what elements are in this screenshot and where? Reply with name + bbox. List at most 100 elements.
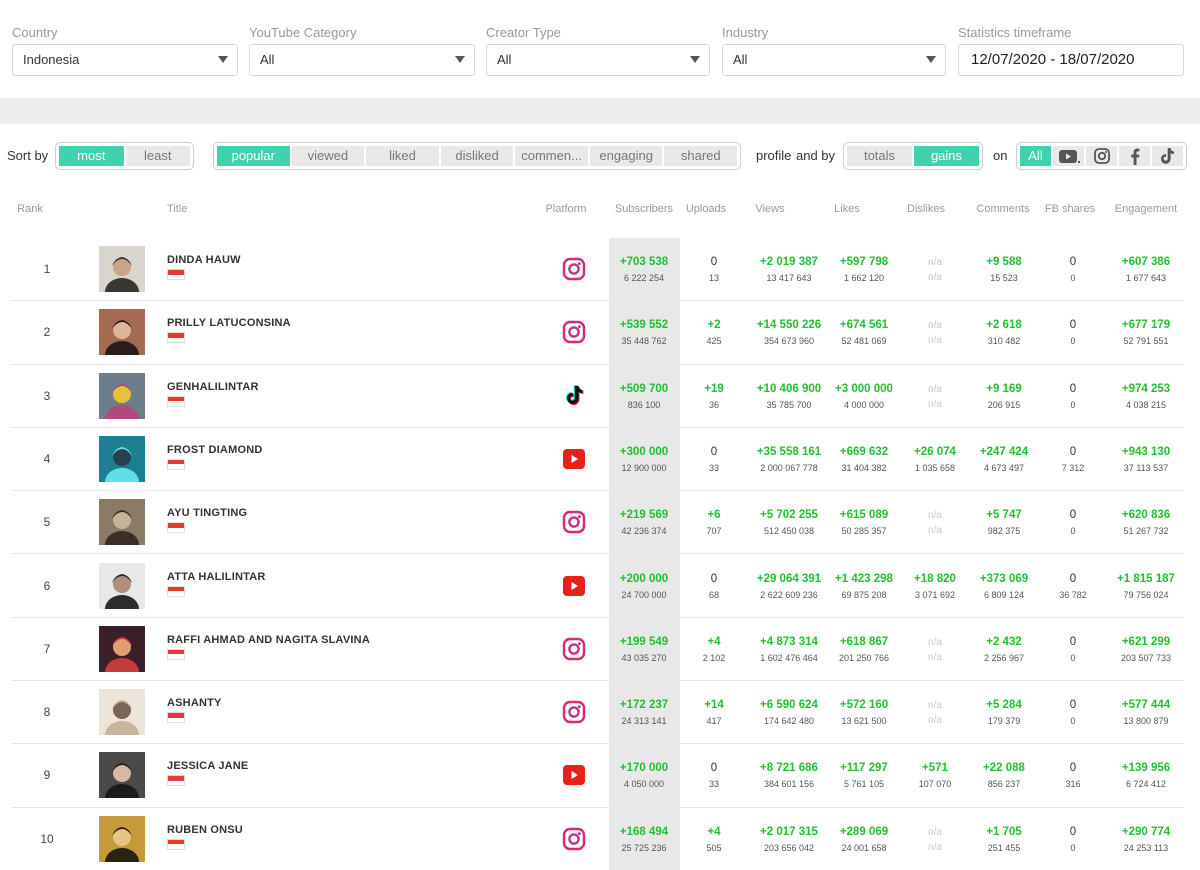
comments-gain: +2 618: [986, 319, 1022, 332]
creator-type-select[interactable]: All: [486, 44, 710, 76]
avatar[interactable]: [99, 499, 145, 546]
table-row[interactable]: 9 JESSICA JANE +170 000 4 050 000 0 33 +8 721 …: [0, 744, 1200, 808]
table-row[interactable]: 10 RUBEN ONSU +168 494 25 725 236 +4 505 +2 01…: [0, 808, 1200, 870]
platform-all-button[interactable]: All: [1020, 146, 1051, 166]
channel-name-link[interactable]: ASHANTY: [167, 697, 222, 710]
col-rank[interactable]: Rank: [17, 203, 43, 215]
channel-name-link[interactable]: RUBEN ONSU: [167, 823, 243, 836]
uploads-gain: +2: [707, 319, 721, 332]
subscribers-cell: +703 538 6 222 254: [620, 255, 668, 285]
subscribers-gain: +539 552: [619, 319, 669, 332]
views-gain: +2 017 315: [760, 825, 818, 838]
table-row[interactable]: 8 ASHANTY +172 237 24 313 141 +14 417 +6 590 6…: [0, 681, 1200, 745]
avatar[interactable]: [99, 625, 145, 672]
uploads-total: 33: [708, 462, 720, 473]
views-gain: +4 873 314: [760, 635, 818, 648]
channel-name-link[interactable]: ATTA HALILINTAR: [167, 570, 266, 583]
platform-facebook-button[interactable]: [1119, 146, 1150, 166]
col-uploads[interactable]: Uploads: [685, 203, 727, 215]
col-views[interactable]: Views: [755, 203, 785, 215]
views-gain: +5 702 255: [760, 509, 818, 522]
dislikes-total: n/a: [928, 841, 942, 853]
table-row[interactable]: 5 AYU TINGTING +219 569 42 236 374 +6 707 +5 7…: [0, 491, 1200, 555]
engagement-cell: +677 179 52 791 551: [1122, 318, 1170, 348]
avatar[interactable]: [99, 562, 145, 609]
col-dislikes[interactable]: Dislikes: [907, 203, 945, 215]
views-total: 174 642 480: [763, 716, 815, 727]
totals-button[interactable]: totals: [847, 146, 912, 166]
fb-shares-total: 0: [1070, 336, 1076, 347]
col-platform[interactable]: Platform: [545, 203, 587, 215]
country-select[interactable]: Indonesia: [12, 44, 238, 76]
likes-total: 5 761 105: [843, 779, 885, 790]
engagement-gain: +621 299: [1121, 635, 1171, 648]
avatar[interactable]: [99, 246, 145, 292]
youtube-category-select[interactable]: All: [249, 44, 475, 76]
likes-gain: +597 798: [839, 256, 889, 268]
sort-viewed-button[interactable]: viewed: [291, 146, 365, 166]
table-row[interactable]: 7 RAFFI AHMAD AND NAGITA SLAVINA +199 549 4…: [0, 618, 1200, 682]
likes-cell: +674 561 52 481 069: [840, 318, 888, 348]
views-cell: +2 017 315 203 656 042: [760, 825, 818, 855]
subscribers-gain: +703 538: [619, 256, 669, 268]
channel-name-link[interactable]: GENHALILINTAR: [167, 380, 259, 393]
comments-total: 2 256 967: [983, 652, 1025, 663]
col-comments[interactable]: Comments: [976, 203, 1030, 215]
channel-name-link[interactable]: PRILLY LATUCONSINA: [167, 317, 291, 330]
likes-gain: +117 297: [840, 762, 888, 775]
sort-disliked-button[interactable]: disliked: [440, 146, 514, 166]
channel-name-link[interactable]: AYU TINGTING: [167, 507, 248, 520]
sort-commented-button[interactable]: commen...: [515, 146, 588, 166]
avatar[interactable]: [99, 309, 145, 356]
col-likes[interactable]: Likes: [834, 203, 860, 215]
table-row[interactable]: 2 PRILLY LATUCONSINA +539 552 35 448 762 +2 4…: [0, 301, 1200, 365]
timeframe-input[interactable]: 12/07/2020 - 18/07/2020: [958, 44, 1184, 76]
sort-least-button[interactable]: least: [125, 146, 190, 166]
channel-name-link[interactable]: FROST DIAMOND: [167, 443, 263, 456]
platform-youtube-button[interactable]: [1053, 146, 1084, 166]
table-row[interactable]: 1 DINDA HAUW +703 538 6 222 254 0 13 +2 019 38…: [0, 238, 1200, 302]
dislikes-gain: n/a: [928, 700, 942, 712]
channel-name-link[interactable]: JESSICA JANE: [167, 760, 249, 773]
youtube-category-label: YouTube Category: [249, 25, 357, 40]
views-gain: +35 558 161: [756, 445, 822, 458]
col-fb-shares[interactable]: FB shares: [1044, 203, 1096, 215]
dislikes-total: 1 035 658: [914, 462, 956, 473]
industry-select[interactable]: All: [722, 44, 946, 76]
platform-instagram-button[interactable]: [1086, 146, 1117, 166]
indonesia-flag-icon: [167, 775, 185, 787]
avatar[interactable]: [99, 372, 145, 419]
sort-popular-button[interactable]: popular: [217, 146, 290, 166]
likes-cell: +669 632 31 404 382: [840, 445, 888, 475]
dislikes-total: n/a: [928, 525, 942, 537]
row-divider: [12, 553, 1184, 555]
uploads-total: 2 102: [702, 652, 726, 663]
col-engagement[interactable]: Engagement: [1114, 203, 1178, 215]
col-subscribers[interactable]: Subscribers: [614, 203, 674, 215]
comments-cell: +9 588 15 523: [986, 255, 1022, 285]
uploads-gain: +4: [707, 825, 721, 838]
engagement-gain: +577 444: [1121, 699, 1171, 712]
avatar[interactable]: [99, 435, 145, 482]
uploads-total: 707: [706, 526, 722, 537]
table-row[interactable]: 3 GENHALILINTAR +509 700 836 100 +19 36 +10 40…: [0, 365, 1200, 428]
comments-total: 982 375: [987, 526, 1021, 537]
channel-name-link[interactable]: DINDA HAUW: [167, 254, 241, 266]
gains-button[interactable]: gains: [914, 146, 979, 166]
avatar[interactable]: [99, 689, 145, 736]
sort-engaging-button[interactable]: engaging: [589, 146, 663, 166]
col-title[interactable]: Title: [167, 203, 188, 215]
sort-liked-button[interactable]: liked: [366, 146, 439, 166]
table-row[interactable]: 4 FROST DIAMOND +300 000 12 900 000 0 33 +35 5…: [0, 428, 1200, 492]
sort-most-button[interactable]: most: [59, 146, 124, 166]
likes-cell: +572 160 13 621 500: [840, 698, 888, 728]
avatar[interactable]: [99, 752, 145, 799]
views-cell: +8 721 686 384 601 156: [760, 761, 818, 791]
dislikes-total: 3 071 692: [914, 589, 956, 600]
sort-shared-button[interactable]: shared: [664, 146, 738, 166]
avatar[interactable]: [99, 815, 145, 862]
channel-name-link[interactable]: RAFFI AHMAD AND NAGITA SLAVINA: [167, 633, 370, 646]
table-row[interactable]: 6 ATTA HALILINTAR +200 000 24 700 000 0 68 +29…: [0, 555, 1200, 618]
subscribers-cell: +200 000 24 700 000: [620, 572, 668, 602]
platform-tiktok-button[interactable]: [1152, 146, 1183, 166]
